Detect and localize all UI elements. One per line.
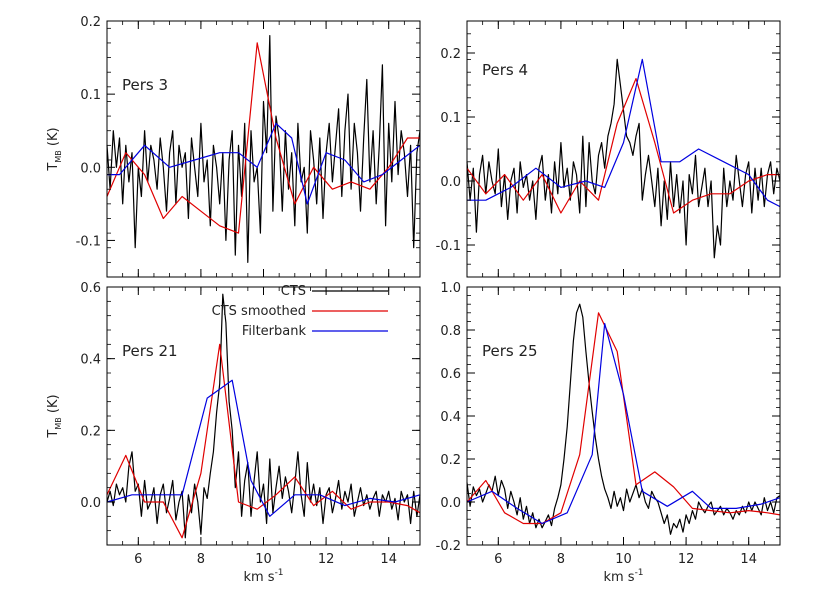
plot-frame (466, 20, 781, 278)
x-axis-label-superscript: -1 (635, 568, 644, 578)
y-axis-label-subscript: MB (54, 417, 63, 429)
series-line-filterbank (106, 379, 421, 517)
y-axis-label-unit: (K) (46, 394, 61, 417)
y-axis-label-subscript: MB (54, 150, 63, 162)
series-line-cts-smoothed (466, 77, 780, 214)
series-line-cts (106, 34, 421, 263)
y-tick-label: 0.6 (440, 367, 461, 382)
y-tick-label: 0.1 (440, 111, 461, 126)
y-axis-label-text: T (46, 430, 61, 439)
series-line-cts (466, 58, 781, 259)
y-tick-label: -0.1 (436, 239, 461, 254)
series-line-cts-smoothed (466, 312, 781, 525)
panel-4: -0.2 0.0 0.2 0.4 0.6 0.8 1.0 6 8 10 12 14 km s-1 (436, 281, 781, 585)
y-tick-label: 0.6 (80, 281, 101, 296)
y-axis-label-text: T (46, 163, 61, 172)
x-axis-label: km s-1 (603, 568, 643, 585)
series-line-filterbank (467, 58, 781, 208)
x-tick-label: 6 (134, 552, 142, 567)
panel-2: -0.1 0.0 0.1 0.2 (436, 20, 781, 278)
y-tick-label: 0.0 (440, 175, 461, 190)
x-axis-label: km s-1 (243, 568, 283, 585)
y-tick-label: 0.2 (80, 424, 101, 439)
series-line-filterbank (466, 322, 781, 525)
x-tick-label: 12 (318, 552, 335, 567)
x-axis-label-superscript: -1 (275, 568, 284, 578)
panel-3: 0.0 0.2 0.4 0.6 6 8 10 12 14 km s-1 TMB (K) (46, 281, 421, 585)
y-tick-label: 0.4 (440, 410, 461, 425)
series-line-cts-smoothed (106, 42, 420, 234)
panel-annotation-pers-21: Pers 21 (122, 342, 178, 360)
legend: CTS CTS smoothed Filterbank (212, 284, 388, 339)
legend-label-cts: CTS (281, 284, 306, 299)
plot-frame (106, 20, 421, 278)
y-tick-label: 0.4 (80, 353, 101, 368)
series-line-cts-smoothed (106, 343, 421, 539)
y-axis-label: TMB (K) (46, 394, 63, 438)
x-tick-label: 10 (255, 552, 272, 567)
panel-annotation-pers-3: Pers 3 (122, 76, 168, 94)
y-tick-label: -0.2 (436, 539, 461, 554)
x-tick-label: 14 (740, 552, 757, 567)
y-tick-label: 0.0 (80, 161, 101, 176)
y-tick-label: 0.2 (440, 47, 461, 62)
x-tick-label: 12 (678, 552, 695, 567)
y-axis-label: TMB (K) (46, 127, 63, 171)
x-axis-label-text: km s (603, 570, 634, 585)
x-tick-label: 14 (380, 552, 397, 567)
series-line-cts (466, 303, 781, 535)
y-tick-label: 0.0 (80, 496, 101, 511)
y-tick-label: 1.0 (440, 281, 461, 296)
y-tick-label: -0.1 (76, 234, 101, 249)
series-line-filterbank (107, 122, 421, 205)
x-tick-label: 6 (494, 552, 502, 567)
legend-label-cts-smoothed: CTS smoothed (212, 304, 306, 319)
panel-annotation-pers-25: Pers 25 (482, 342, 538, 360)
y-tick-label: 0.8 (440, 324, 461, 339)
x-tick-label: 8 (557, 552, 565, 567)
y-tick-label: 0.2 (80, 15, 101, 30)
panel-1: -0.1 0.0 0.1 0.2 TMB (K) (46, 15, 421, 278)
y-tick-label: 0.0 (440, 496, 461, 511)
y-tick-label: 0.2 (440, 453, 461, 468)
x-tick-label: 10 (615, 552, 632, 567)
x-axis-label-text: km s (243, 570, 274, 585)
y-axis-label-unit: (K) (46, 127, 61, 150)
legend-label-filterbank: Filterbank (242, 324, 307, 339)
panel-annotation-pers-4: Pers 4 (482, 61, 528, 79)
x-tick-label: 8 (197, 552, 205, 567)
y-tick-label: 0.1 (80, 88, 101, 103)
